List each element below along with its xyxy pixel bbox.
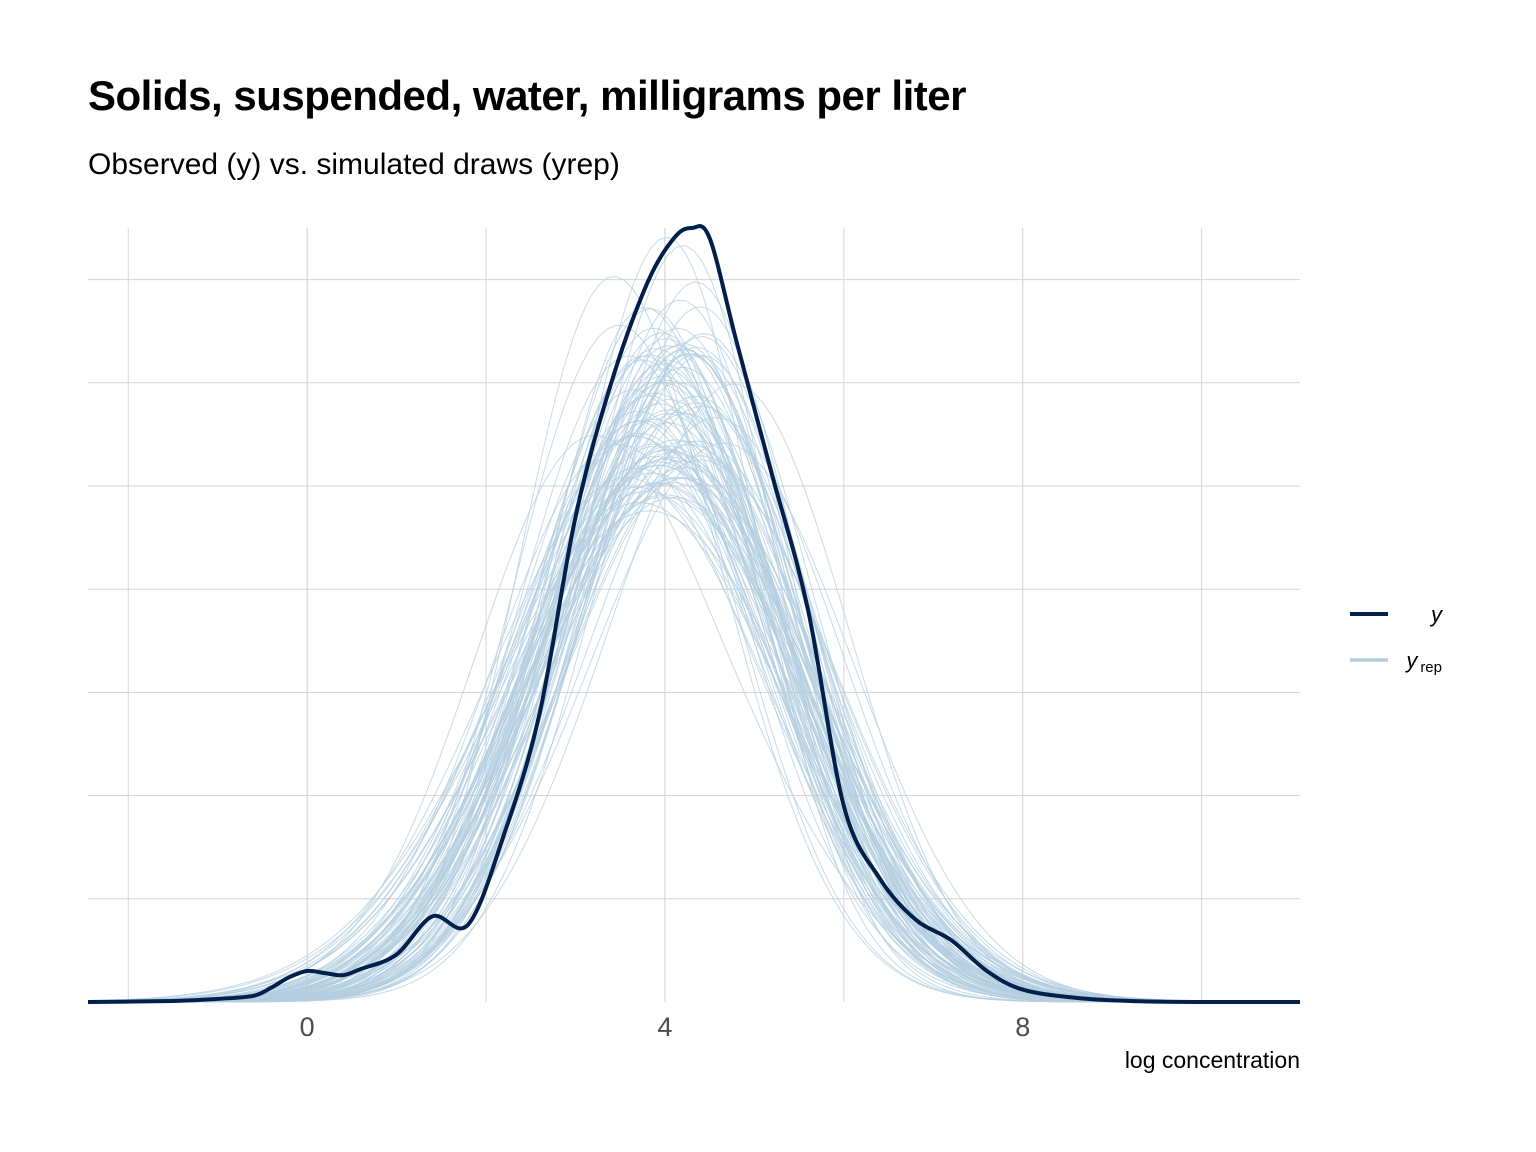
yrep-draw-line [88,445,1300,1003]
chart-title: Solids, suspended, water, milligrams per… [88,72,966,119]
yrep-draw-line [88,275,1300,1003]
yrep-draw-line [88,392,1300,1003]
yrep-draw-line [88,281,1300,1003]
yrep-draw-line [88,419,1300,1003]
yrep-draw-line [88,338,1300,1003]
yrep-draws [87,236,1301,1003]
yrep-draw-line [87,464,1300,1003]
x-axis-ticks: 0 4 8 [300,1012,1031,1042]
yrep-draw-line [87,472,1300,1003]
legend-label-yrep: y rep [1404,648,1442,676]
yrep-draw-line [88,464,1300,1003]
yrep-draw-line [88,307,1300,1003]
yrep-draw-line [87,421,1300,1003]
yrep-draw-line [88,335,1300,1003]
grid-lines [88,228,1300,1002]
yrep-draw-line [88,344,1300,1003]
yrep-draw-line [88,456,1300,1003]
yrep-draw-line [88,379,1300,1003]
yrep-draw-line [88,482,1300,1003]
yrep-draw-line [88,435,1300,1003]
legend: y y rep [1350,602,1444,676]
x-axis-label: log concentration [1125,1047,1300,1073]
observed-y-line [87,224,1300,1005]
yrep-draw-line [87,456,1300,1003]
yrep-draw-line [88,432,1300,1003]
yrep-draw-line [88,494,1301,1003]
yrep-draw-line [88,459,1300,1003]
yrep-draw-line [87,510,1300,1003]
yrep-draw-line [88,477,1300,1003]
x-tick-label: 0 [300,1012,315,1042]
yrep-draw-line [88,477,1300,1003]
x-tick-label: 8 [1015,1012,1030,1042]
yrep-draw-line [87,486,1300,1003]
yrep-draw-line [88,444,1300,1003]
yrep-draw-line [87,458,1300,1003]
yrep-draw-line [88,402,1300,1003]
yrep-draw-line [87,501,1300,1003]
yrep-draw-line [88,344,1300,1003]
yrep-draw-line [88,355,1300,1003]
yrep-draw-line [87,445,1300,1003]
yrep-draw-line [88,467,1300,1003]
yrep-draw-line [88,402,1300,1003]
yrep-draw-line [88,299,1300,1003]
yrep-draw-line [88,398,1300,1003]
yrep-draw-line [87,496,1301,1003]
yrep-draw-line [88,332,1300,1003]
yrep-draw-line [88,455,1300,1003]
yrep-draw-line [88,476,1300,1003]
yrep-draw-line [87,482,1300,1003]
yrep-draw-line [88,466,1300,1003]
yrep-draw-line [88,422,1300,1003]
yrep-draw-line [88,439,1300,1003]
yrep-draw-line [87,444,1300,1003]
yrep-draw-line [88,460,1300,1003]
yrep-draw-line [88,418,1300,1003]
yrep-draw-line [88,395,1300,1003]
yrep-draw-line [88,327,1300,1003]
yrep-draw-line [88,327,1300,1003]
yrep-draw-line [88,443,1300,1003]
yrep-draw-line [88,461,1300,1003]
yrep-draw-line [88,482,1300,1003]
chart-subtitle: Observed (y) vs. simulated draws (yrep) [88,148,620,181]
yrep-draw-line [88,332,1300,1003]
x-tick-label: 4 [657,1012,672,1042]
legend-label-y: y [1429,602,1444,627]
yrep-draw-line [88,410,1300,1003]
yrep-draw-line [87,491,1300,1003]
yrep-draw-line [87,477,1300,1003]
